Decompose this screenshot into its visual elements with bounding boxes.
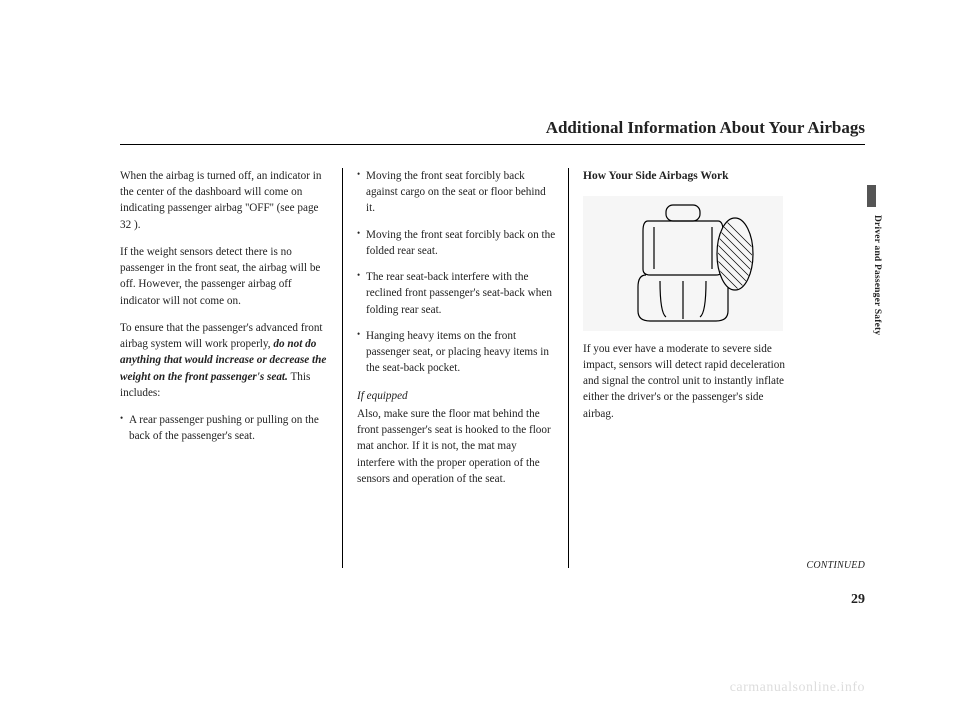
col1-para-1: When the airbag is turned off, an indica… [120,168,330,233]
col1-list: A rear passenger pushing or pulling on t… [120,412,330,444]
col1-p1a: When the airbag is turned off, an indica… [120,170,321,214]
side-airbags-heading: How Your Side Airbags Work [583,168,787,185]
content-columns: When the airbag is turned off, an indica… [120,168,865,568]
watermark: carmanualsonline.info [730,680,865,696]
side-airbag-diagram [583,196,783,331]
side-section-label: Driver and Passenger Safety [872,215,882,335]
page-title: Additional Information About Your Airbag… [546,118,865,138]
manual-page: Additional Information About Your Airbag… [0,0,960,714]
col2-list: Moving the front seat forcibly back agai… [357,168,556,377]
column-2: Moving the front seat forcibly back agai… [343,168,568,568]
col1-para-2: If the weight sensors detect there is no… [120,244,330,309]
col1-p1b: ). [131,219,140,231]
list-item: Moving the front seat forcibly back agai… [357,168,556,217]
column-1: When the airbag is turned off, an indica… [120,168,342,568]
column-3: How Your Side Airbags Work [569,168,799,568]
continued-label: CONTINUED [807,560,865,571]
col3-para-1: If you ever have a moderate to severe si… [583,341,787,422]
seat-airbag-svg [588,199,778,327]
header-rule [120,144,865,145]
if-equipped-label: If equipped [357,388,556,404]
list-item: A rear passenger pushing or pulling on t… [120,412,330,444]
list-item: Moving the front seat forcibly back on t… [357,227,556,259]
page-number: 29 [851,592,865,608]
list-item: Hanging heavy items on the front passeng… [357,328,556,377]
col2-para-4: Also, make sure the floor mat behind the… [357,406,556,487]
col1-pageref: 32 [120,219,131,231]
list-item: The rear seat-back interfere with the re… [357,269,556,318]
side-tab [867,185,876,207]
col1-para-3: To ensure that the passenger's advanced … [120,320,330,401]
